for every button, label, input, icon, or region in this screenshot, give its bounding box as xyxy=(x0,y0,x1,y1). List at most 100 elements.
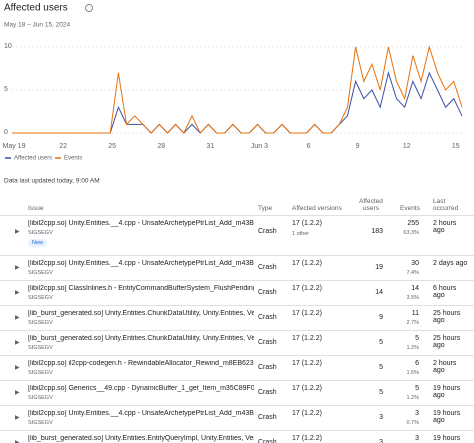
issue-title[interactable]: [lib_burst_generated.so] Unity.Entities.… xyxy=(28,310,254,317)
row-divider xyxy=(0,255,474,256)
events-percent: 63.3% xyxy=(403,230,419,236)
chart-subtitle: May 18 – Jun 15, 2024 xyxy=(4,22,71,29)
row-divider xyxy=(0,215,474,216)
affected-users: 5 xyxy=(379,339,383,346)
version: 17 (1.2.2) xyxy=(292,260,322,267)
events-percent: 1.2% xyxy=(406,345,419,351)
issue-type: Crash xyxy=(258,389,277,396)
events: 3 xyxy=(415,410,419,417)
events: 11 xyxy=(411,310,419,317)
x-tick-label: Jun 3 xyxy=(251,143,268,150)
events: 255 xyxy=(407,220,419,227)
issue-type: Crash xyxy=(258,339,277,346)
affected-users: 5 xyxy=(379,364,383,371)
version-more: 1 other xyxy=(292,231,310,237)
column-header: Affected versions xyxy=(292,205,342,212)
issue-title[interactable]: [libil2cpp.so] il2cpp-codegen.h - Rewind… xyxy=(28,360,254,367)
column-header: Issue xyxy=(28,205,44,212)
expand-arrow[interactable]: ▶ xyxy=(15,290,20,296)
issue-title[interactable]: [lib_burst_generated.so] Unity.Entities.… xyxy=(28,435,254,442)
row-divider xyxy=(0,355,474,356)
row-divider xyxy=(0,380,474,381)
x-tick-label: 22 xyxy=(59,143,67,150)
issue-title[interactable]: [libil2cpp.so] ClassInlines.h - EntityCo… xyxy=(28,285,254,292)
x-tick-label: 15 xyxy=(452,143,460,150)
affected-users: 3 xyxy=(379,414,383,421)
y-tick-label: 10 xyxy=(4,43,12,50)
issue-type: Crash xyxy=(258,314,277,321)
row-divider xyxy=(0,430,474,431)
x-tick-label: 31 xyxy=(206,143,214,150)
last-occurred: 19 hours ago xyxy=(433,385,461,399)
x-tick-label: May 19 xyxy=(3,143,26,150)
row-divider xyxy=(0,405,474,406)
last-occurred: 19 hours ago xyxy=(433,435,461,443)
issue-title[interactable]: [libil2cpp.so] Unity.Entities.__4.cpp - … xyxy=(28,410,254,417)
version: 17 (1.2.2) xyxy=(292,385,322,392)
info-icon[interactable] xyxy=(85,4,93,12)
legend-label: Affected users xyxy=(14,156,52,162)
affected-users: 19 xyxy=(375,264,383,271)
x-tick-label: 6 xyxy=(307,143,311,150)
row-divider xyxy=(0,330,474,331)
issue-subtitle: SIGSEGV xyxy=(28,395,53,401)
x-tick-label: 9 xyxy=(356,143,360,150)
issue-type: Crash xyxy=(258,364,277,371)
version: 17 (1.2.2) xyxy=(292,285,322,292)
last-occurred: 6 hours ago xyxy=(433,285,457,299)
last-updated: Data last updated today, 9:00 AM xyxy=(4,178,100,185)
issue-title[interactable]: [libil2cpp.so] Unity.Entities.__4.cpp - … xyxy=(28,260,254,267)
expand-arrow[interactable]: ▶ xyxy=(15,265,20,271)
expand-arrow[interactable]: ▶ xyxy=(15,340,20,346)
chart-title: Affected users xyxy=(4,3,68,14)
issue-subtitle: SIGSEGV xyxy=(28,320,53,326)
expand-arrow[interactable]: ▶ xyxy=(15,390,20,396)
row-divider xyxy=(0,280,474,281)
events-percent: 0.7% xyxy=(406,420,419,426)
issue-subtitle: SIGSEGV xyxy=(28,295,53,301)
y-tick-label: 0 xyxy=(4,129,8,136)
affected-users: 5 xyxy=(379,389,383,396)
column-header: Last occurred xyxy=(433,198,459,212)
expand-arrow[interactable]: ▶ xyxy=(15,229,20,235)
version: 17 (1.2.2) xyxy=(292,410,322,417)
events-percent: 1.5% xyxy=(406,370,419,376)
version: 17 (1.2.2) xyxy=(292,220,322,227)
issue-subtitle: SIGSEGV xyxy=(28,345,53,351)
series-line xyxy=(12,45,463,134)
last-occurred: 25 hours ago xyxy=(433,335,461,349)
column-header: Events xyxy=(400,205,420,212)
x-tick-label: 25 xyxy=(108,143,116,150)
expand-arrow[interactable]: ▶ xyxy=(15,365,20,371)
y-tick-label: 5 xyxy=(4,86,8,93)
events: 5 xyxy=(415,385,419,392)
new-badge: New xyxy=(28,239,48,247)
expand-arrow[interactable]: ▶ xyxy=(15,315,20,321)
events: 30 xyxy=(411,260,419,267)
issue-subtitle: SIGSEGV xyxy=(28,420,53,426)
column-header: Type xyxy=(258,205,273,212)
issue-type: Crash xyxy=(258,414,277,421)
affected-users: 183 xyxy=(371,228,383,235)
issue-subtitle: SIGSEGV xyxy=(28,230,53,236)
events: 3 xyxy=(415,435,419,442)
events: 6 xyxy=(415,360,419,367)
x-tick-label: 12 xyxy=(403,143,411,150)
issue-title[interactable]: [lib_burst_generated.so] Unity.Entities.… xyxy=(28,335,254,342)
issue-title[interactable]: [libil2cpp.so] Generics__49.cpp - Dynami… xyxy=(28,385,254,392)
issue-type: Crash xyxy=(258,439,277,443)
last-occurred: 2 days ago xyxy=(433,260,468,267)
expand-arrow[interactable]: ▶ xyxy=(15,440,20,443)
events-percent: 7.4% xyxy=(406,270,419,276)
expand-arrow[interactable]: ▶ xyxy=(15,415,20,421)
row-divider xyxy=(0,305,474,306)
issue-subtitle: SIGSEGV xyxy=(28,370,53,376)
last-occurred: 19 hours ago xyxy=(433,410,461,424)
version: 17 (1.2.2) xyxy=(292,435,322,442)
issue-type: Crash xyxy=(258,264,277,271)
affected-users: 14 xyxy=(375,289,383,296)
last-occurred: 2 hours ago xyxy=(433,360,457,374)
issue-title[interactable]: [libil2cpp.so] Unity.Entities.__4.cpp - … xyxy=(28,220,254,227)
last-occurred: 2 hours ago xyxy=(433,220,457,234)
affected-users: 9 xyxy=(379,314,383,321)
